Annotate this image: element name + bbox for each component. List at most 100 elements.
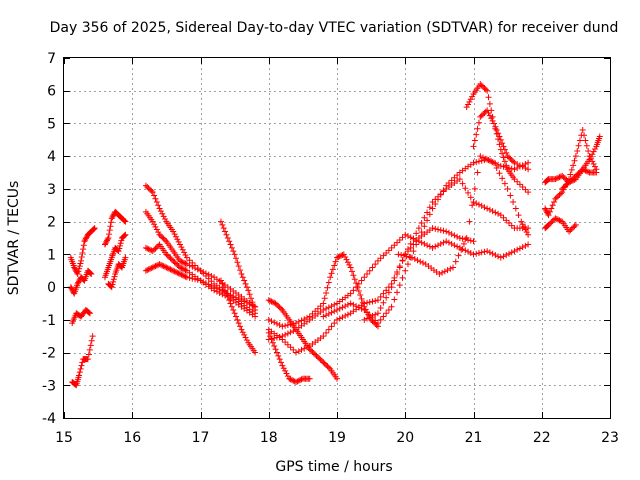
data-point-fill <box>248 295 255 302</box>
data-point-fill <box>543 208 550 215</box>
data-point-fill <box>473 131 480 138</box>
data-point-fill <box>162 216 169 223</box>
data-point-fill <box>519 221 526 228</box>
data-point <box>542 205 549 212</box>
data-point-fill <box>116 242 123 249</box>
data-point-fill <box>171 231 178 238</box>
data-point-fill <box>481 204 488 211</box>
data-point <box>88 271 95 277</box>
data-point-fill <box>294 378 301 385</box>
series-arc-12 <box>217 218 259 313</box>
data-point <box>170 228 177 235</box>
series-arc-1 <box>67 267 95 297</box>
data-point-fill <box>587 153 594 160</box>
series-arc-8 <box>142 182 259 317</box>
data-point-fill <box>181 259 188 266</box>
data-point-fill <box>181 249 188 256</box>
data-point-fill <box>553 216 560 223</box>
x-tick-label: 17 <box>192 430 210 446</box>
data-point-fill <box>234 259 241 266</box>
data-point-fill <box>451 242 458 249</box>
data-point-fill <box>561 183 568 190</box>
data-point-fill <box>570 162 577 169</box>
data-point <box>436 271 443 277</box>
data-point-fill <box>298 317 305 324</box>
data-point-fill <box>465 189 472 196</box>
data-point-fill <box>290 377 297 384</box>
data-point-fill <box>500 253 507 260</box>
data-point-fill <box>369 312 376 319</box>
data-point <box>429 225 436 232</box>
data-point-fill <box>284 373 291 380</box>
data-point-fill <box>471 185 478 192</box>
data-point-fill <box>73 269 80 276</box>
data-point-fill <box>394 289 401 296</box>
data-point-fill <box>482 155 489 162</box>
data-point-fill <box>86 309 93 316</box>
data-point-fill <box>549 217 556 224</box>
data-point-fill <box>250 303 257 310</box>
data-point-fill <box>325 304 332 311</box>
data-point-fill <box>282 331 289 338</box>
data-point-fill <box>396 264 403 271</box>
data-point-fill <box>544 177 551 184</box>
data-point-fill <box>321 295 328 302</box>
data-point <box>525 166 532 173</box>
series-arc-6 <box>101 231 129 281</box>
data-point-fill <box>561 175 568 182</box>
data-point <box>361 316 368 323</box>
data-point-fill <box>391 277 398 284</box>
data-point-fill <box>364 271 371 277</box>
data-point-fill <box>310 350 317 357</box>
data-point-fill <box>103 237 110 244</box>
data-point-fill <box>164 252 171 259</box>
data-point-fill <box>478 157 485 164</box>
data-point-fill <box>567 227 574 234</box>
data-point-fill <box>222 287 229 294</box>
data-point-fill <box>166 265 173 272</box>
data-point-fill <box>271 343 278 349</box>
data-point-fill <box>343 256 350 263</box>
data-point-fill <box>174 261 181 268</box>
data-point-fill <box>582 167 589 174</box>
series-arc-2 <box>67 225 98 277</box>
data-point-fill <box>328 309 335 316</box>
data-point-fill <box>110 276 117 283</box>
data-point-fill <box>323 312 330 319</box>
data-point <box>415 225 422 232</box>
data-point-fill <box>570 177 577 184</box>
data-point-fill <box>178 271 185 278</box>
data-point-fill <box>182 267 189 274</box>
data-point-fill <box>571 223 578 230</box>
data-point-fill <box>462 247 469 254</box>
data-point-fill <box>515 212 522 219</box>
data-point-fill <box>243 284 250 291</box>
data-point-fill <box>78 253 85 260</box>
data-point-fill <box>308 347 315 354</box>
data-point <box>177 257 184 264</box>
data-point-fill <box>175 238 182 245</box>
data-point-fill <box>499 140 506 147</box>
data-point-fill <box>380 299 387 306</box>
data-point-fill <box>110 212 117 219</box>
data-point-fill <box>516 162 523 169</box>
data-point-fill <box>222 228 229 235</box>
data-point <box>347 264 354 271</box>
data-point-fill <box>486 100 493 107</box>
data-point <box>490 159 497 166</box>
data-point <box>374 310 381 317</box>
data-point-fill <box>383 250 390 257</box>
data-point-fill <box>437 191 444 198</box>
data-point-fill <box>496 133 503 140</box>
data-point-fill <box>178 258 185 265</box>
data-point-fill <box>478 249 485 256</box>
data-point-fill <box>148 265 155 272</box>
data-point-fill <box>357 291 364 298</box>
data-point-fill <box>404 246 411 253</box>
data-point-fill <box>179 265 186 272</box>
data-point-fill <box>157 261 164 268</box>
data-point <box>286 375 293 382</box>
data-point-fill <box>459 246 466 253</box>
data-point-fill <box>249 299 256 306</box>
data-point-fill <box>495 130 502 137</box>
